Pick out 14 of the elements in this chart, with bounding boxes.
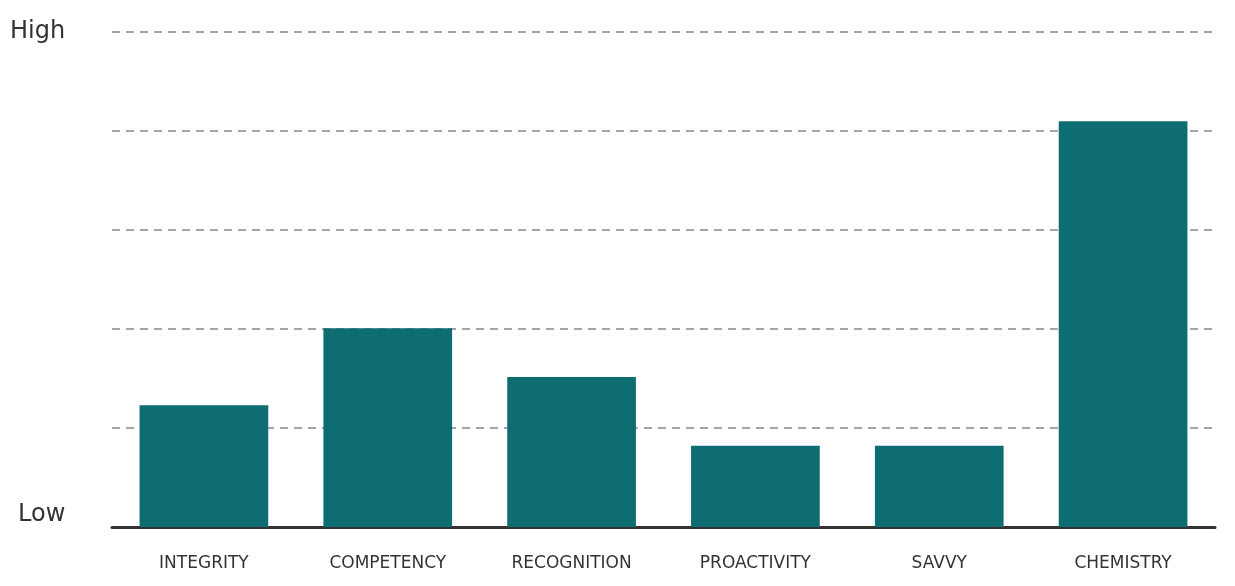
text: High [10,16,66,44]
text: Low [18,499,66,527]
x-tick-label: RECOGNITION [511,551,632,572]
x-tick-label: INTEGRITY [159,551,250,572]
x-tick-label: COMPETENCY [329,551,447,572]
bar [139,405,269,527]
bar [1058,121,1188,527]
bar [874,445,1004,527]
bar [323,328,453,527]
bar [507,376,636,527]
x-tick-label: CHEMISTRY [1074,551,1173,572]
x-tick-label: SAVVY [911,551,968,572]
x-tick-label: PROACTIVITY [699,551,812,572]
bar [691,445,820,527]
